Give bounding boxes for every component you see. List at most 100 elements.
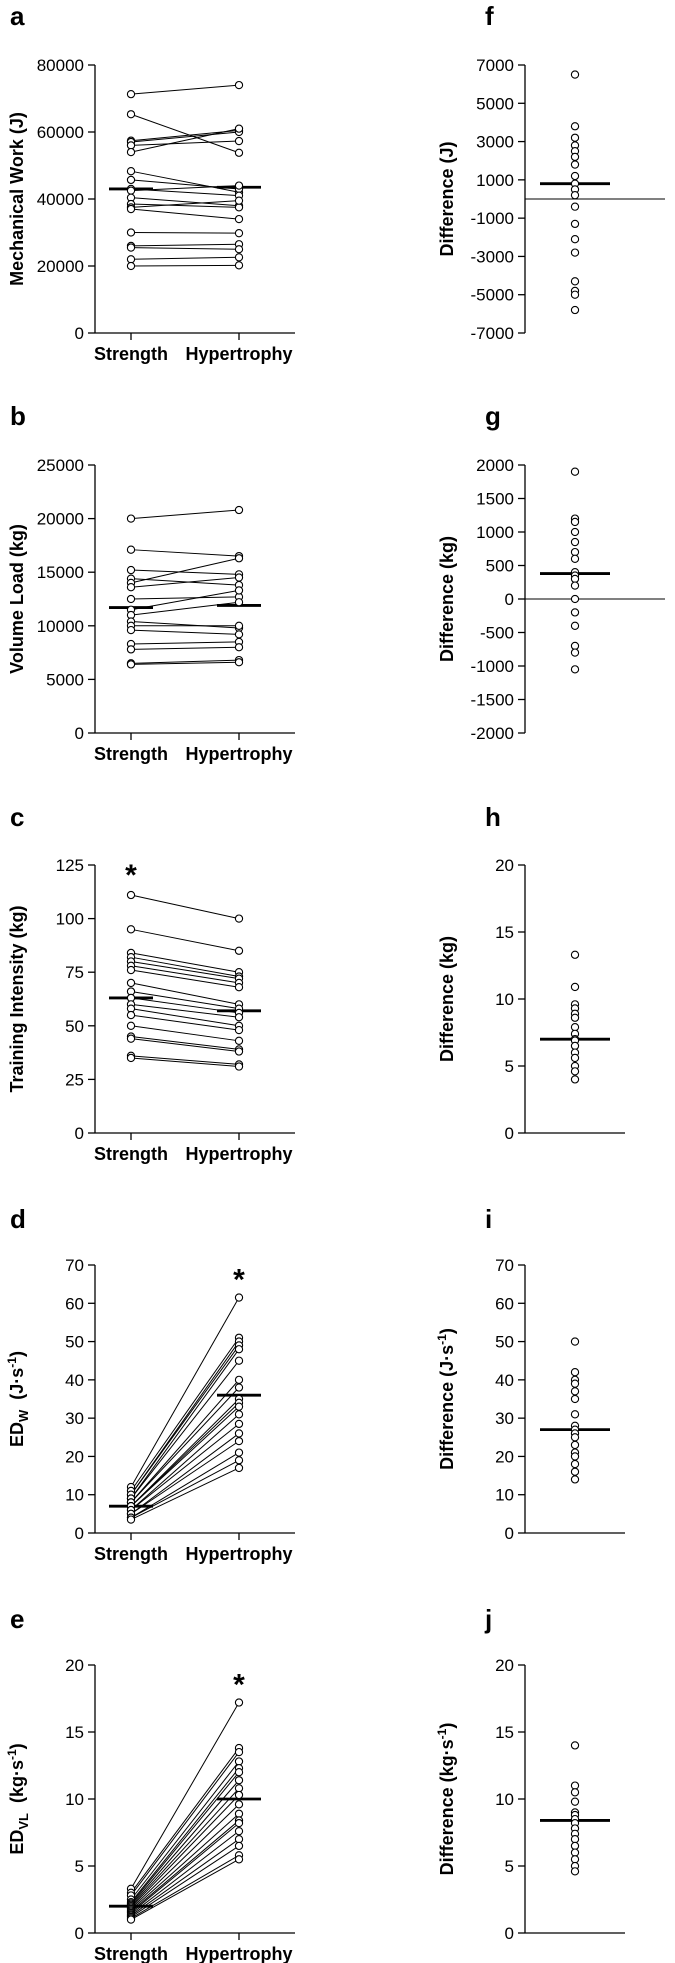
panel-a-point-hypertrophy [234,229,244,238]
panel-c-point-hypertrophy [234,1036,244,1045]
panel-a-pair-line [130,140,240,146]
panel-c-y-tick-label: 25 [65,1070,84,1089]
panel-d-point-hypertrophy [234,1410,244,1419]
panel-h-y-axis-label: Difference (kg) [437,936,457,1062]
panel-d-pair-line [130,1297,240,1488]
panel-c-significance: * [125,859,137,892]
panel-b-point-hypertrophy [234,505,244,515]
panel-a-y-tick-label: 40000 [37,190,84,209]
panel-g-point [570,467,580,476]
panel-a-pair-line [130,264,240,267]
panel-i-y-axis-label: Difference (J·s-1) [435,1328,457,1470]
panel-e-x-tick-label: Hypertrophy [185,1944,292,1963]
panel-b-x-tick-label: Hypertrophy [185,744,292,764]
panel-d-point-strength [126,1515,136,1524]
panel-i-point [570,1337,580,1346]
panel-d-point-hypertrophy [234,1419,244,1429]
panel-c-pair-line [130,965,240,984]
panel-e-point-hypertrophy [234,1800,244,1809]
panel-b-pair-line [130,578,240,586]
panel-j-point [570,1788,580,1797]
panel-c-point-strength [126,1010,136,1020]
panel-d-pair-line [130,1423,240,1511]
panel-d-point-hypertrophy [234,1463,244,1473]
panel-a-pair-line [130,247,240,250]
panel-g-point [570,574,580,584]
panel-a-pair-line [130,113,240,154]
panel-a-y-tick-label: 20000 [37,257,84,276]
panel-b-point-strength [126,583,136,592]
panel-g-point [570,608,580,617]
panel-c-pair-line [130,991,240,1010]
panel-b-point-hypertrophy [234,573,244,582]
panel-e-pair-line [130,1858,240,1921]
panel-f-point [570,202,580,211]
panel-c-point-hypertrophy [234,1062,244,1071]
panel-c-x-tick-label: Hypertrophy [185,1144,292,1164]
panel-d-point-hypertrophy [234,1375,244,1385]
panel-f: f -7000 -5000 -3000 -1000 1000 3000 5000 7000 Dif… [437,1,665,343]
panel-j-point [570,1835,580,1844]
panel-a-point-strength [126,175,136,185]
panel-d-pair-line [130,1360,240,1499]
panel-a-point-hypertrophy [234,245,244,254]
panel-h-y-tick-label: 0 [505,1124,514,1143]
panel-f-point [570,70,580,79]
panel-e-point-hypertrophy [234,1776,244,1785]
panel-f-point [570,235,580,244]
panel-d-y-tick-label: 30 [65,1409,84,1428]
panel-e-point-hypertrophy [234,1768,244,1777]
panel-c-pair-line [130,969,240,988]
panel-c-pair-line [130,982,240,1005]
panel-d: d 0 10 20 30 40 50 60 70 EDW (J·s-1) Strength Hyper… [5,1204,295,1564]
panel-c-point-strength [126,1021,136,1030]
panel-i-point [570,1433,580,1442]
panel-i-y-tick-label: 70 [495,1256,514,1275]
panel-b-pair-line [130,557,240,584]
panel-c-point-hypertrophy [234,1013,244,1022]
panel-e-point-hypertrophy [234,1827,244,1836]
panel-b-pair-line [130,621,240,629]
panel-e-point-hypertrophy [234,1747,244,1757]
panel-d-significance: * [233,1264,245,1297]
panel-g-point [570,554,580,563]
panel-c-pair-line [130,1025,240,1042]
panel-e-y-tick-label: 0 [75,1924,84,1943]
panel-g-letter: g [485,401,501,431]
panel-f-point [570,305,580,315]
panel-b-point-strength [126,660,136,669]
panel-c-pair-line [130,1003,240,1018]
panel-e-pair-line [130,1830,240,1915]
panel-g-y-axis-label: Difference (kg) [437,536,457,662]
panel-c-x-tick-label: Strength [94,1144,168,1164]
panel-b-point-strength [126,645,136,654]
panel-f-point [570,219,580,229]
panel-e-pair-line [130,1822,240,1914]
panel-g-point [570,581,580,590]
panel-f-y-tick-label: -3000 [471,247,514,266]
panel-a-point-hypertrophy [234,148,244,157]
panel-e-point-hypertrophy [234,1784,244,1793]
panel-e-point-hypertrophy [234,1790,244,1800]
panel-f-point [570,290,580,299]
panel-d-point-hypertrophy [234,1293,244,1302]
panel-a-point-strength [126,243,136,252]
panel-a-point-hypertrophy [234,136,244,146]
panel-e-pair-line [130,1787,240,1907]
panel-j-y-tick-label: 15 [495,1723,514,1742]
panel-b-point-strength [126,594,136,604]
panel-j-y-tick-label: 0 [505,1924,514,1943]
panel-a-point-strength [126,89,136,99]
panel-g-point [570,648,580,657]
panel-f-y-tick-label: 3000 [476,133,514,152]
panel-h-point [570,1067,580,1076]
panel-a-x-tick-label: Hypertrophy [185,344,292,364]
panel-e-pair-line [130,1702,240,1890]
panel-a-letter: a [10,1,25,31]
panel-b-point-strength [126,514,136,523]
panel-e-pair-line [130,1813,240,1911]
panel-i-y-tick-label: 10 [495,1486,514,1505]
panel-b-point-strength [126,565,136,575]
panel-d-pair-line [130,1345,240,1496]
panel-c-pair-line [130,952,240,973]
